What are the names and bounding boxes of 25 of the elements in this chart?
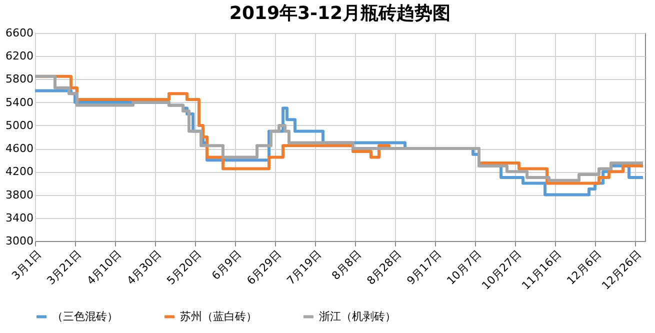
x-tick-label: 5月20日 xyxy=(164,248,204,288)
chart-title: 2019年3-12月瓶砖趋势图 xyxy=(229,3,451,24)
y-tick-label: 5400 xyxy=(6,96,34,109)
y-tick-label: 5800 xyxy=(6,72,34,86)
y-tick-label: 6200 xyxy=(6,50,34,63)
x-tick-label: 8月8日 xyxy=(329,248,364,282)
x-tick-label: 4月30日 xyxy=(124,248,164,288)
y-tick-label: 4200 xyxy=(6,165,34,178)
y-tick-label: 6600 xyxy=(6,26,34,40)
legend-label: （三色混砖） xyxy=(52,310,118,323)
x-tick-label: 8月28日 xyxy=(364,248,404,288)
legend-label: 苏州（蓝白砖） xyxy=(180,310,257,323)
x-tick-label: 7月19日 xyxy=(284,248,324,288)
y-tick-label: 4600 xyxy=(6,142,34,156)
x-tick-label: 9月17日 xyxy=(404,248,444,288)
y-tick-label: 3000 xyxy=(6,234,34,248)
y-tick-label: 3800 xyxy=(6,188,34,202)
x-tick-label: 6月29日 xyxy=(244,248,284,288)
x-tick-label: 3月21日 xyxy=(44,248,84,288)
x-tick-label: 4月10日 xyxy=(84,248,124,288)
x-tick-label: 3月1日 xyxy=(9,248,44,282)
x-tick-label: 6月9日 xyxy=(209,248,244,282)
y-tick-label: 5000 xyxy=(6,118,34,132)
legend-label: 浙江（机剥砖） xyxy=(319,310,396,323)
y-tick-label: 3400 xyxy=(6,211,34,224)
